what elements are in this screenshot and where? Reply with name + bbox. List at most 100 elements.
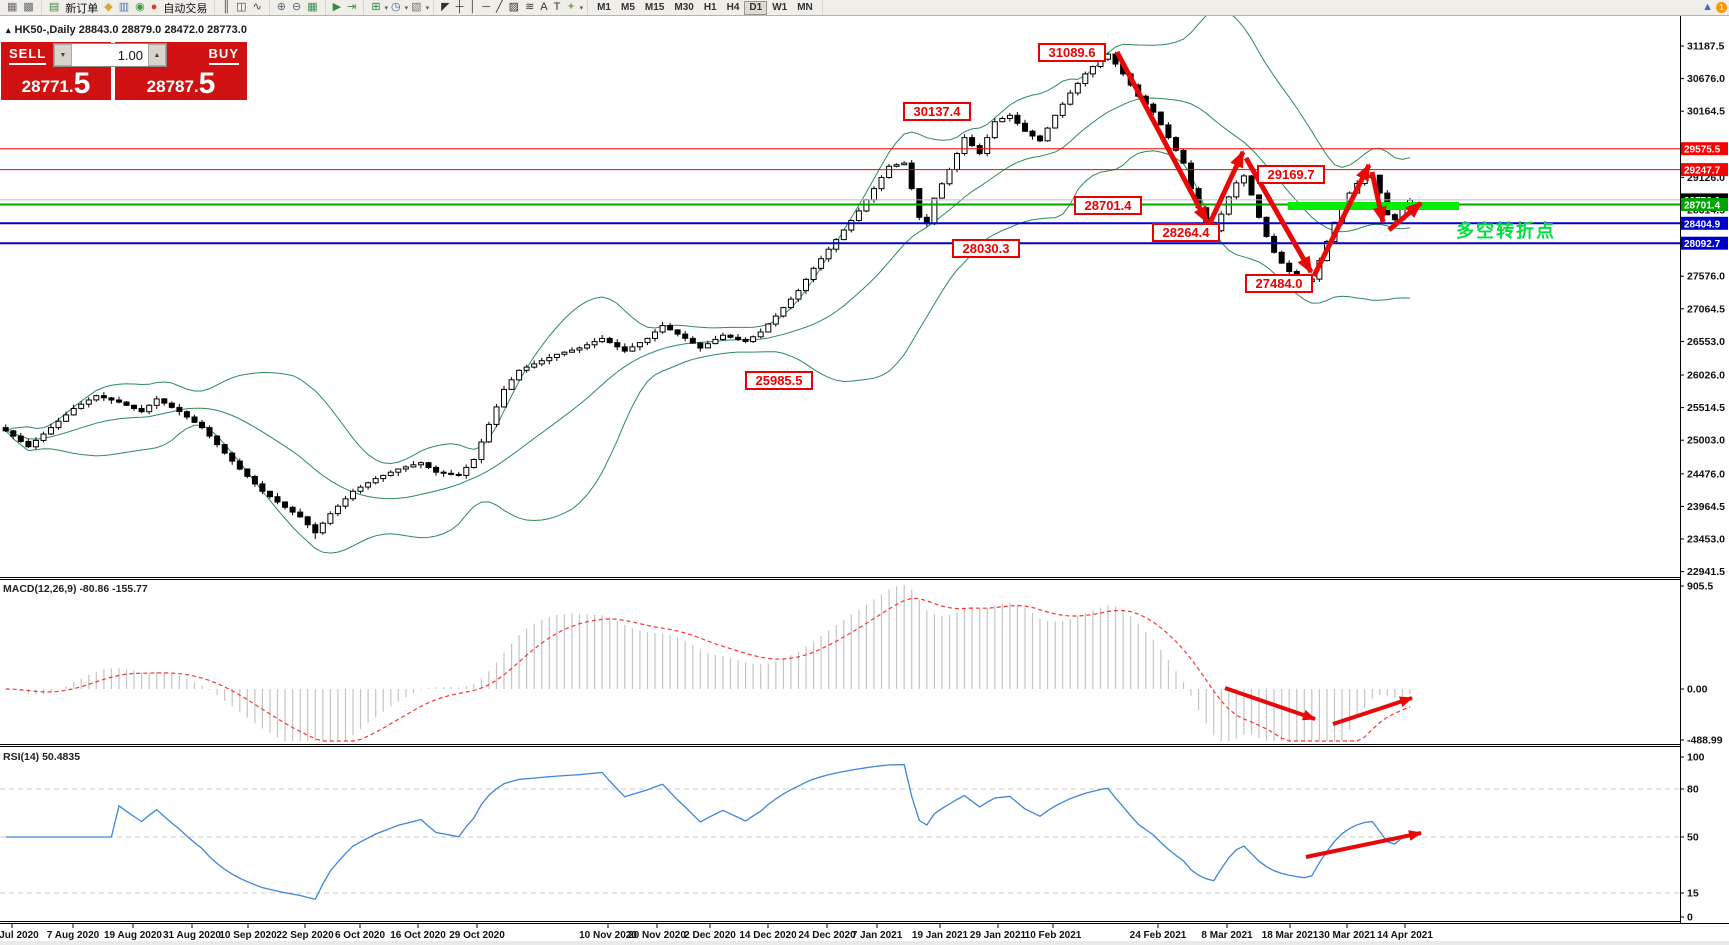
indicators-icon[interactable]: ⊞	[371, 1, 381, 13]
collapse-triangle-icon[interactable]: ▴	[6, 25, 11, 35]
volume-input[interactable]: 1.00	[117, 47, 143, 63]
autoscroll-icon[interactable]: ▶	[332, 1, 342, 13]
date-tick-label: 29 Oct 2020	[449, 930, 505, 941]
svg-text:30164.5: 30164.5	[1687, 106, 1725, 118]
trend-arrow[interactable]	[1243, 156, 1314, 274]
trend-arrow[interactable]	[1206, 150, 1246, 227]
alert-badge-icon[interactable]: 1	[1716, 1, 1727, 13]
price-callout[interactable]: 29169.7	[1257, 165, 1325, 184]
support-highlight-bar[interactable]	[1288, 202, 1459, 210]
candlestick-chart-icon[interactable]: ◫	[236, 1, 247, 13]
price-panel: 多空转折点 31089.6 30137.4 29169.7 28701.4 28264.4…	[0, 8, 1680, 554]
date-tick-label: 6 Oct 2020	[335, 930, 385, 941]
bar-chart-icon[interactable]: ║	[222, 1, 231, 13]
svg-text:25003.0: 25003.0	[1687, 435, 1725, 447]
arrows-icon[interactable]: ✦	[566, 1, 576, 13]
fibonacci-icon[interactable]: ≋	[525, 1, 535, 13]
timeframe-h4[interactable]: H4	[726, 1, 740, 13]
timeframe-m1[interactable]: M1	[597, 1, 611, 13]
scroll-up-icon[interactable]: ▲	[1702, 1, 1713, 13]
date-tick-label: 28 Jul 2020	[0, 930, 39, 941]
history-center-icon[interactable]: ▥	[118, 1, 130, 13]
svg-text:31187.5: 31187.5	[1687, 41, 1725, 53]
periods-icon[interactable]: ◷	[391, 1, 401, 13]
svg-text:27484.0: 27484.0	[1256, 276, 1303, 291]
rsi-label: RSI(14) 50.4835	[3, 751, 80, 763]
date-tick-label: 20 Nov 2020	[628, 930, 686, 941]
cursor-icon[interactable]: ◤	[441, 1, 450, 13]
equidistant-channel-icon[interactable]: ▨	[508, 1, 520, 13]
buy-label[interactable]: BUY	[208, 46, 239, 65]
buy-price: 28787. 5	[115, 69, 247, 99]
price-callout[interactable]: 30137.4	[903, 102, 971, 121]
trend-arrow[interactable]	[1311, 163, 1372, 278]
autotrading-icon[interactable]: ●	[150, 1, 158, 13]
svg-text:26553.0: 26553.0	[1687, 336, 1725, 348]
svg-text:28092.7: 28092.7	[1684, 239, 1721, 250]
trend-arrow[interactable]	[1114, 50, 1210, 224]
toolbar-group: ║ ◫ ∿	[215, 0, 270, 15]
volume-increase-button[interactable]: ▲	[148, 44, 166, 66]
rsi-line	[5, 763, 1411, 901]
tile-windows-icon[interactable]: ▦	[307, 1, 318, 13]
bollinger-upper-band	[5, 8, 1411, 465]
indicators-icon-dropdown[interactable]: ▾	[384, 4, 389, 12]
price-callout[interactable]: 31089.6	[1038, 43, 1106, 62]
sell-price-pip: 5	[73, 67, 91, 100]
timeframe-w1[interactable]: W1	[772, 1, 788, 13]
autotrading-icon-label[interactable]: 自动交易	[163, 2, 208, 15]
arrows-icon-dropdown[interactable]: ▾	[579, 4, 584, 12]
date-tick-label: 14 Dec 2020	[739, 930, 797, 941]
periods-icon-dropdown[interactable]: ▾	[404, 4, 409, 12]
macd-trend-arrow[interactable]	[1332, 696, 1413, 726]
vertical-line-icon[interactable]: │	[469, 1, 477, 13]
svg-text:24476.0: 24476.0	[1687, 468, 1725, 480]
line-chart-icon[interactable]: ∿	[252, 1, 262, 13]
price-callout[interactable]: 27484.0	[1245, 274, 1313, 293]
svg-text:15: 15	[1687, 888, 1699, 900]
objects-icon[interactable]: ◆	[104, 1, 113, 13]
price-callout[interactable]: 28264.4	[1152, 223, 1220, 242]
trend-arrow[interactable]	[1387, 201, 1423, 232]
svg-text:25514.5: 25514.5	[1687, 402, 1725, 414]
text-label-icon[interactable]: T	[553, 1, 561, 13]
price-callout[interactable]: 25985.5	[745, 371, 813, 390]
zoom-out-icon[interactable]: ⊖	[292, 1, 302, 13]
price-callout[interactable]: 28030.3	[952, 239, 1020, 258]
timeframe-mn[interactable]: MN	[797, 1, 813, 13]
trend-arrow[interactable]	[1369, 171, 1387, 224]
turning-point-annotation[interactable]: 多空转折点	[1456, 220, 1556, 241]
volume-decrease-button[interactable]: ▼	[54, 44, 72, 66]
signals-icon[interactable]: ◉	[135, 1, 145, 13]
timeframe-m5[interactable]: M5	[621, 1, 635, 13]
svg-text:29247.7: 29247.7	[1684, 166, 1721, 177]
new-order-icon-label[interactable]: 新订单	[65, 2, 99, 15]
macd-signal-line	[5, 597, 1411, 742]
date-tick-label: 24 Dec 2020	[798, 930, 856, 941]
horizontal-line-icon[interactable]: ─	[482, 1, 491, 13]
sell-label[interactable]: SELL	[9, 46, 47, 65]
price-axis: 31187.530676.030164.529126.028614.527576…	[0, 15, 1729, 924]
timeframe-m30[interactable]: M30	[674, 1, 694, 13]
chart-shift-icon[interactable]: ⇥	[347, 1, 357, 13]
svg-text:30676.0: 30676.0	[1687, 73, 1725, 85]
date-tick-label: 22 Sep 2020	[276, 930, 334, 941]
trendline-icon[interactable]: ╱	[496, 1, 503, 13]
price-callout[interactable]: 28701.4	[1074, 196, 1142, 215]
svg-text:-488.99: -488.99	[1687, 735, 1723, 747]
timeframe-d1[interactable]: D1	[744, 0, 768, 15]
zoom-in-icon[interactable]: ⊕	[276, 1, 286, 13]
rsi-trend-arrow[interactable]	[1305, 830, 1422, 859]
macd-trend-arrow[interactable]	[1224, 686, 1316, 721]
timeframe-h1[interactable]: H1	[703, 1, 717, 13]
svg-text:23453.0: 23453.0	[1687, 534, 1725, 546]
templates-icon-dropdown[interactable]: ▾	[425, 4, 430, 12]
new-order-icon[interactable]: ▤	[48, 1, 60, 13]
new-chart-icon[interactable]: ▦	[7, 1, 18, 13]
crosshair-icon[interactable]: ┼	[455, 1, 464, 13]
text-icon[interactable]: A	[540, 1, 548, 13]
templates-icon[interactable]: ▧	[411, 1, 422, 13]
timeframe-m15[interactable]: M15	[644, 1, 665, 13]
profiles-icon[interactable]: ▩	[23, 1, 34, 13]
